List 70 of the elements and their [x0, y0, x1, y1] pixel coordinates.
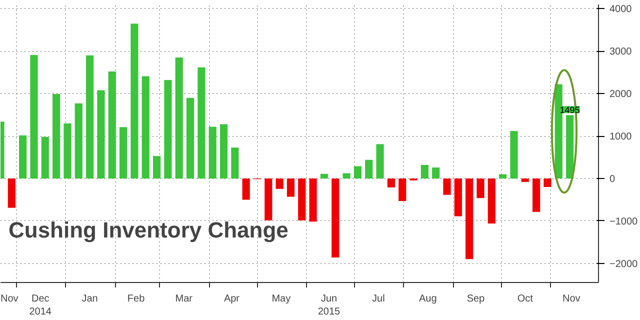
- bar: [242, 178, 250, 200]
- bar: [152, 156, 161, 179]
- bar: [164, 80, 172, 179]
- x-tick-label: Feb: [127, 294, 146, 304]
- bar: [198, 67, 206, 179]
- bar: [41, 136, 49, 179]
- x-tick-label: Nov: [562, 294, 580, 304]
- bar: [309, 178, 317, 222]
- bar: [264, 178, 272, 220]
- bar: [420, 164, 428, 179]
- bar: [175, 58, 183, 179]
- bar: [365, 160, 373, 179]
- bar: [454, 178, 462, 216]
- bar: [298, 178, 306, 220]
- bar: [476, 178, 484, 198]
- bar: [30, 55, 38, 179]
- bar: [108, 72, 116, 179]
- bar: [142, 76, 150, 179]
- bar: [276, 178, 284, 189]
- bar: [510, 130, 518, 179]
- x-tick-label: May: [272, 294, 291, 304]
- bar: [332, 178, 340, 258]
- bar: [86, 55, 94, 179]
- bar: [566, 115, 574, 179]
- y-tick-label: 3000: [610, 46, 632, 58]
- bar: [286, 178, 295, 197]
- y-tick-label: −1000: [610, 216, 638, 228]
- bar: [231, 148, 239, 179]
- bar: [74, 103, 82, 179]
- x-tick-label: Aug: [418, 294, 437, 304]
- bar: [354, 166, 362, 179]
- y-tick-label: −2000: [610, 258, 638, 270]
- bar: [130, 24, 138, 179]
- bar: [443, 178, 451, 195]
- bar: [97, 90, 105, 179]
- x-tick-label: Sep: [466, 294, 486, 304]
- bar: [320, 174, 328, 179]
- bar: [8, 178, 16, 208]
- x-tick-label: Nov: [0, 294, 18, 304]
- x-tick-label: Jul: [372, 294, 385, 304]
- x-tick-label: Jan: [82, 294, 98, 304]
- bar: [119, 127, 128, 179]
- x-tick-label: Dec 2014: [29, 294, 52, 318]
- y-tick-label: 2000: [610, 89, 632, 100]
- bar: [466, 178, 474, 260]
- y-tick-label: 1000: [610, 132, 632, 143]
- bar: [342, 173, 350, 179]
- bar: [499, 174, 507, 179]
- bar: [532, 178, 540, 212]
- bar: [220, 124, 228, 179]
- x-tick-label: Apr: [224, 294, 240, 304]
- bar: [186, 98, 194, 179]
- text: Cushing Inventory Change: [8, 218, 288, 242]
- x-tick-label: Jun 2015: [318, 294, 341, 318]
- bar: [64, 123, 72, 179]
- bar: [432, 167, 440, 179]
- bar: [521, 178, 529, 182]
- bar: [52, 94, 60, 179]
- bar: [387, 178, 395, 188]
- y-tick-label: 4000: [610, 4, 632, 16]
- bar: [488, 178, 496, 224]
- bar: [398, 178, 406, 202]
- bar: [208, 126, 216, 179]
- y-tick-label: 0: [610, 174, 616, 186]
- bar: [19, 135, 27, 179]
- bar: [544, 178, 552, 188]
- x-tick-label: Mar: [175, 294, 194, 304]
- bar: [376, 144, 384, 179]
- x-tick-label: Oct: [517, 294, 534, 304]
- data-label: 1495: [560, 105, 580, 116]
